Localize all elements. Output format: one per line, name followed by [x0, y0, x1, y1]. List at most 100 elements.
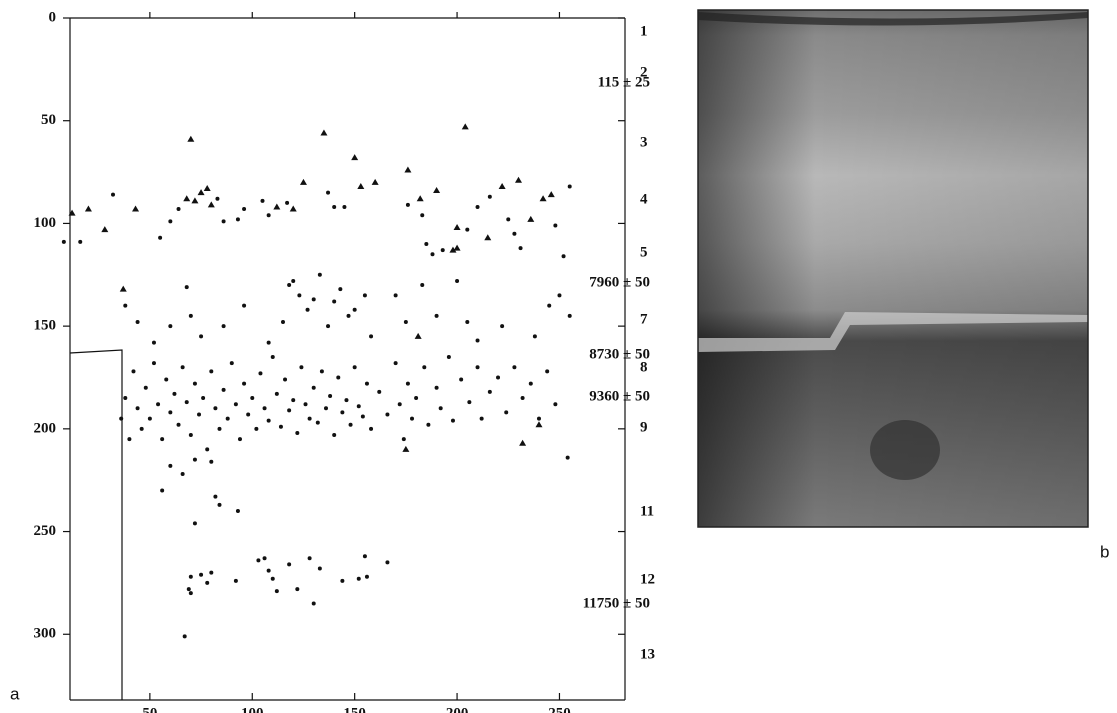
triangle-point — [119, 285, 127, 292]
dot-point — [256, 558, 261, 563]
dot-point — [401, 437, 406, 442]
dot-point — [385, 412, 390, 417]
dot-point — [160, 437, 165, 442]
triangle-point — [484, 234, 492, 241]
photo — [697, 9, 1089, 528]
dot-point — [557, 293, 562, 298]
dot-point — [553, 402, 558, 407]
boundary-line — [69, 349, 123, 700]
dot-point — [233, 402, 238, 407]
layer-label: 7 — [640, 311, 648, 327]
dot-point — [305, 307, 310, 312]
dot-point — [420, 213, 425, 218]
triangle-point — [197, 189, 205, 196]
date-label: 8730 ± 50 — [589, 346, 650, 362]
dot-point — [258, 371, 263, 376]
dot-point — [518, 246, 523, 251]
dot-point — [465, 227, 470, 232]
dot-point — [303, 402, 308, 407]
date-label: 9360 ± 50 — [589, 388, 650, 404]
dot-point — [262, 406, 267, 411]
dot-point — [188, 574, 193, 579]
dot-point — [346, 313, 351, 318]
dot-point — [434, 313, 439, 318]
dot-point — [180, 472, 185, 477]
dot-point — [278, 424, 283, 429]
dot-point — [168, 219, 173, 224]
dot-point — [135, 406, 140, 411]
triangle-point — [84, 205, 92, 212]
dot-point — [344, 398, 349, 403]
layer-label: 13 — [640, 646, 655, 662]
x-tick-label: 150 — [343, 705, 366, 713]
dot-point — [567, 184, 572, 189]
dot-point — [369, 334, 374, 339]
dot-point — [246, 412, 251, 417]
dot-point — [285, 200, 290, 205]
dot-point — [266, 213, 271, 218]
dot-point — [209, 459, 214, 464]
dot-point — [397, 402, 402, 407]
dot-point — [215, 196, 220, 201]
dot-point — [455, 278, 460, 283]
dot-point — [201, 396, 206, 401]
dot-point — [532, 334, 537, 339]
triangle-point — [320, 129, 328, 136]
dot-point — [311, 297, 316, 302]
dot-point — [283, 377, 288, 382]
dot-point — [131, 369, 136, 374]
triangle-point — [515, 176, 523, 183]
dot-point — [147, 416, 152, 421]
triangle-point — [453, 224, 461, 231]
dot-point — [393, 361, 398, 366]
dot-point — [528, 381, 533, 386]
dot-point — [139, 426, 144, 431]
dot-point — [315, 420, 320, 425]
dot-point — [287, 562, 292, 567]
dot-point — [479, 416, 484, 421]
triangle-point — [539, 195, 547, 202]
dot-point — [307, 556, 312, 561]
dot-point — [430, 252, 435, 257]
triangle-point — [101, 226, 109, 233]
triangle-point — [453, 244, 461, 251]
dot-point — [326, 324, 331, 329]
dot-point — [151, 340, 156, 345]
dot-point — [336, 375, 341, 380]
dot-point — [111, 192, 116, 197]
x-tick-label: 50 — [142, 705, 157, 713]
plot: 5010015020025005010015020025030012345789… — [34, 9, 656, 713]
dot-point — [326, 190, 331, 195]
dot-point — [270, 354, 275, 359]
dot-point — [237, 437, 242, 442]
dot-point — [364, 381, 369, 386]
y-tick-label: 300 — [34, 626, 57, 642]
triangle-point — [191, 197, 199, 204]
dot-point — [465, 320, 470, 325]
date-label: 115 ± 25 — [598, 74, 650, 90]
dot-point — [323, 406, 328, 411]
layer-label: 1 — [640, 23, 648, 39]
dot-point — [274, 391, 279, 396]
dot-point — [352, 307, 357, 312]
y-tick-label: 200 — [34, 420, 57, 436]
dot-point — [143, 385, 148, 390]
dot-point — [295, 587, 300, 592]
y-tick-label: 150 — [34, 318, 57, 334]
dot-point — [266, 568, 271, 573]
dot-point — [504, 410, 509, 415]
dot-point — [340, 410, 345, 415]
dot-point — [424, 241, 429, 246]
dot-point — [487, 194, 492, 199]
dot-point — [209, 369, 214, 374]
dot-point — [168, 324, 173, 329]
dot-point — [160, 488, 165, 493]
dot-point — [512, 231, 517, 236]
dot-point — [338, 287, 343, 292]
dot-point — [221, 219, 226, 224]
triangle-point — [299, 178, 307, 185]
triangle-point — [402, 445, 410, 452]
dot-point — [487, 389, 492, 394]
dot-point — [209, 570, 214, 575]
